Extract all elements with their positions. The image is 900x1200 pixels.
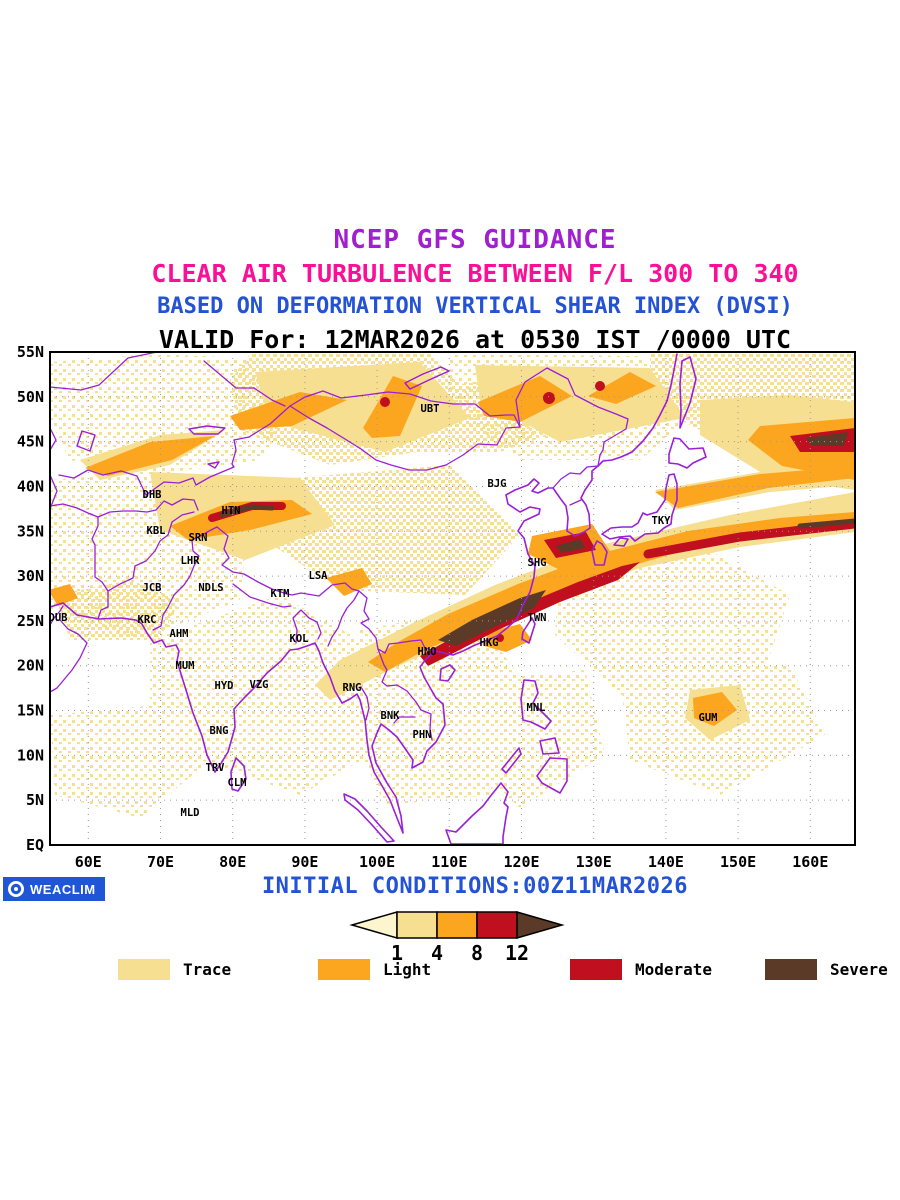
station-label: KBL bbox=[147, 525, 166, 537]
lon-tick-label: 130E bbox=[576, 853, 612, 871]
station-label: SRN bbox=[189, 532, 208, 544]
colorbar-tick-label: 8 bbox=[471, 941, 483, 965]
map-frame bbox=[49, 351, 856, 846]
station-label: KOL bbox=[290, 633, 309, 645]
lat-tick-label: 30N bbox=[17, 567, 44, 585]
coastlines bbox=[50, 353, 707, 845]
weaclim-logo: WEACLIM bbox=[3, 877, 105, 901]
colorbar: 1 4 8 12 bbox=[349, 911, 565, 965]
colorbar-tick-label: 12 bbox=[505, 941, 529, 965]
station-label: HKG bbox=[480, 637, 499, 649]
station-label: NDLS bbox=[198, 582, 223, 594]
colorbar-tick-label: 1 bbox=[391, 941, 403, 965]
lon-tick-label: 110E bbox=[431, 853, 467, 871]
colorbar-segment-light bbox=[436, 911, 478, 939]
station-label: MLD bbox=[181, 807, 200, 819]
colorbar-tick-labels: 1 4 8 12 bbox=[391, 941, 529, 965]
station-label: CLM bbox=[228, 777, 247, 789]
station-label: KRC bbox=[138, 614, 157, 626]
title-line-4: VALID For: 12MAR2026 at 0530 IST /0000 U… bbox=[158, 325, 792, 354]
lon-tick-label: 160E bbox=[792, 853, 828, 871]
lon-tick-label: 90E bbox=[291, 853, 318, 871]
station-label: GUM bbox=[699, 712, 718, 724]
lat-tick-label: EQ bbox=[26, 836, 44, 854]
station-label: HTN bbox=[222, 505, 241, 517]
title-block: NCEP GFS GUIDANCE CLEAR AIR TURBULENCE B… bbox=[50, 224, 900, 356]
station-label: DUB bbox=[49, 612, 68, 624]
lat-tick-label: 25N bbox=[17, 612, 44, 630]
station-label: BJG bbox=[488, 478, 507, 490]
lat-tick-label: 55N bbox=[17, 343, 44, 361]
station-label: BNG bbox=[210, 725, 229, 737]
gridlines bbox=[50, 352, 855, 845]
turbulence-map: UBT BJG TKY DHB HTN KBL SRN LHR JCB NDLS KTM LSA SHG… bbox=[17, 343, 856, 871]
turbulence-shading-severe bbox=[219, 432, 855, 646]
station-label: TWN bbox=[528, 612, 547, 624]
country-borders bbox=[50, 352, 629, 741]
station-label: UBT bbox=[421, 403, 440, 415]
station-label: LHR bbox=[181, 555, 201, 567]
lon-tick-label: 70E bbox=[147, 853, 174, 871]
colorbar-segment-moderate bbox=[476, 911, 518, 939]
title-line-3: BASED ON DEFORMATION VERTICAL SHEAR INDE… bbox=[157, 294, 793, 319]
station-label: RNG bbox=[343, 682, 362, 694]
station-label: MUM bbox=[176, 660, 195, 672]
station-label: BNK bbox=[381, 710, 401, 722]
station-label: HYD bbox=[215, 680, 234, 692]
lat-tick-label: 10N bbox=[17, 746, 44, 764]
station-label: VZG bbox=[250, 679, 269, 691]
lat-tick-label: 45N bbox=[17, 433, 44, 451]
lon-axis: 60E 70E 80E 90E 100E 110E 120E 130E 140E 150E 160E bbox=[75, 853, 829, 871]
lat-tick-label: 35N bbox=[17, 522, 44, 540]
station-label: TRV bbox=[206, 762, 226, 774]
station-label: AHM bbox=[170, 628, 189, 640]
stations-layer: UBT BJG TKY DHB HTN KBL SRN LHR JCB NDLS KTM LSA SHG… bbox=[49, 403, 718, 819]
station-label: DHB bbox=[143, 489, 162, 501]
station-label: JCB bbox=[143, 582, 162, 594]
title-line-1: NCEP GFS GUIDANCE bbox=[333, 225, 617, 255]
lat-tick-label: 40N bbox=[17, 477, 44, 495]
station-label: PHN bbox=[413, 729, 432, 741]
lon-tick-label: 60E bbox=[75, 853, 102, 871]
lon-tick-label: 120E bbox=[503, 853, 539, 871]
station-label: SHG bbox=[528, 557, 547, 569]
lon-tick-label: 80E bbox=[219, 853, 246, 871]
station-label: LSA bbox=[309, 570, 329, 582]
lon-tick-label: 140E bbox=[648, 853, 684, 871]
colorbar-arrow-right bbox=[516, 911, 565, 939]
station-label: TKY bbox=[652, 515, 672, 527]
weaclim-logo-text: WEACLIM bbox=[30, 881, 96, 897]
lat-tick-label: 15N bbox=[17, 702, 44, 720]
title-line-2: CLEAR AIR TURBULENCE BETWEEN F/L 300 TO … bbox=[151, 259, 799, 288]
lat-tick-label: 20N bbox=[17, 657, 44, 675]
station-label: HNO bbox=[418, 646, 437, 658]
colorbar-arrow-left bbox=[349, 911, 398, 939]
initial-conditions: INITIAL CONDITIONS:00Z11MAR2026 bbox=[261, 874, 689, 899]
lat-axis: 55N 50N 45N 40N 35N 30N 25N 20N 15N 10N 5N EQ bbox=[17, 343, 44, 854]
weaclim-logo-icon bbox=[8, 881, 24, 897]
lon-tick-label: 150E bbox=[720, 853, 756, 871]
lat-tick-label: 50N bbox=[17, 388, 44, 406]
station-label: MNL bbox=[527, 702, 546, 714]
lon-tick-label: 100E bbox=[359, 853, 395, 871]
station-label: KTM bbox=[271, 588, 290, 600]
lat-tick-label: 5N bbox=[26, 791, 44, 809]
colorbar-segment-trace bbox=[396, 911, 438, 939]
colorbar-tick-label: 4 bbox=[431, 941, 443, 965]
